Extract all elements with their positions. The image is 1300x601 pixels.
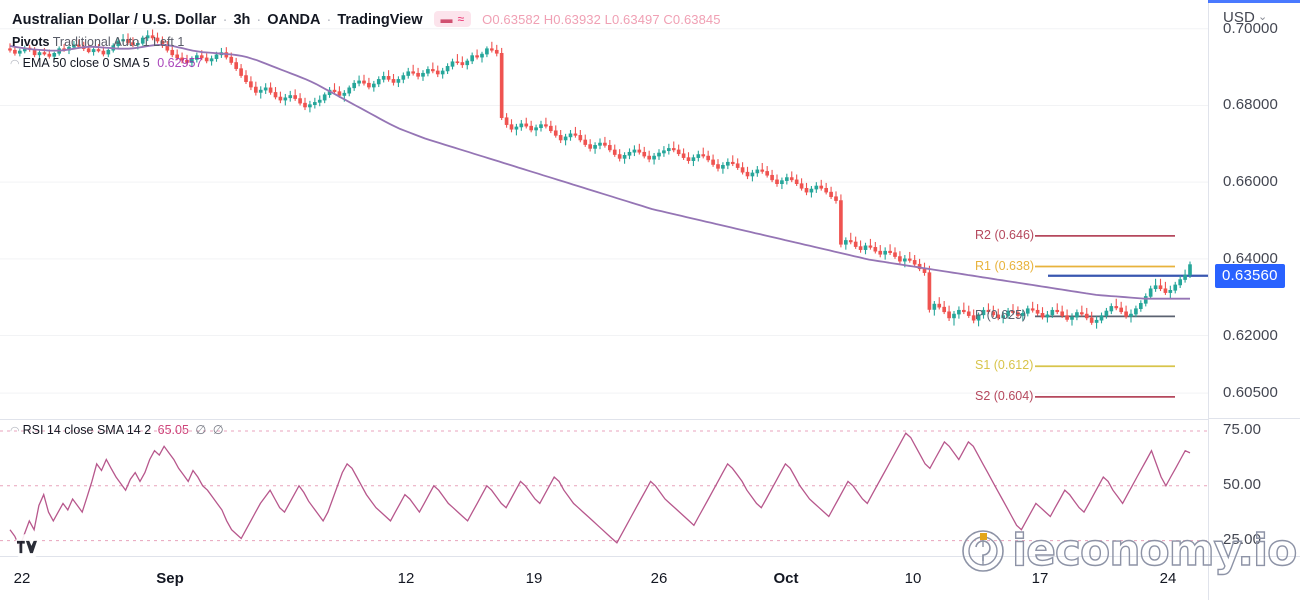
ema-line (9, 44, 1190, 300)
rsi-chart-canvas (0, 430, 1208, 549)
pane-divider (1208, 418, 1300, 419)
ieconomy-logo-icon (960, 528, 1006, 574)
time-tick-22: 22 (13, 570, 31, 587)
time-tick-17: 17 (1031, 570, 1049, 587)
time-tick-10: 10 (904, 570, 922, 587)
price-tick-0.60500: 0.60500 (1223, 384, 1278, 402)
time-axis[interactable]: 22 Sep 12 19 26 Oct 10 17 24 (0, 556, 1208, 601)
currency-unit-label: USD (1223, 9, 1255, 26)
axis-divider (1208, 556, 1300, 557)
price-chart-canvas (0, 28, 1208, 398)
time-tick-24: 24 (1159, 570, 1177, 587)
price-axis[interactable]: USD ⌄ 0.70000 0.68000 0.66000 0.64000 0.62000… (1208, 0, 1300, 600)
price-tick-0.66000: 0.66000 (1223, 173, 1278, 191)
currency-unit-selector[interactable]: USD ⌄ (1223, 9, 1267, 26)
rsi-indicator-pane[interactable] (0, 419, 1208, 556)
pivot-label-r2: R2 (0.646) (975, 227, 1035, 242)
pivot-label-s1: S1 (0.612) (975, 358, 1034, 373)
pivot-label-p: P (0.625) (975, 308, 1027, 323)
pivot-label-s2: S2 (0.604) (975, 388, 1034, 403)
rsi-line (9, 432, 1191, 549)
time-tick-Oct: Oct (773, 570, 799, 587)
ieconomy-mark-svg (962, 530, 1004, 572)
price-tick-0.62000: 0.62000 (1223, 326, 1278, 344)
price-tick-0.70000: 0.70000 (1223, 19, 1278, 37)
rsi-tick-75.00: 75.00 (1223, 420, 1262, 438)
time-tick-26: 26 (650, 570, 668, 587)
chevron-down-icon: ⌄ (1257, 11, 1268, 23)
price-chart-pane[interactable] (0, 0, 1208, 418)
pivot-label-r1: R1 (0.638) (975, 258, 1035, 273)
tradingview-logo[interactable] (14, 534, 40, 560)
rsi-tick-25.00: 25.00 (1223, 530, 1262, 548)
current-price-badge[interactable]: 0.63560 (1215, 263, 1285, 288)
axis-top-accent (1208, 0, 1300, 3)
time-tick-Sep: Sep (156, 570, 184, 587)
time-tick-19: 19 (525, 570, 543, 587)
watermark-text: ieconomy.io (1011, 525, 1298, 576)
price-tick-0.64000: 0.64000 (1223, 249, 1278, 267)
rsi-tick-50.00: 50.00 (1223, 475, 1262, 493)
site-watermark: ieconomy.io (960, 525, 1298, 576)
tradingview-logo-icon (17, 540, 37, 554)
price-tick-0.68000: 0.68000 (1223, 96, 1278, 114)
time-tick-12: 12 (397, 570, 415, 587)
